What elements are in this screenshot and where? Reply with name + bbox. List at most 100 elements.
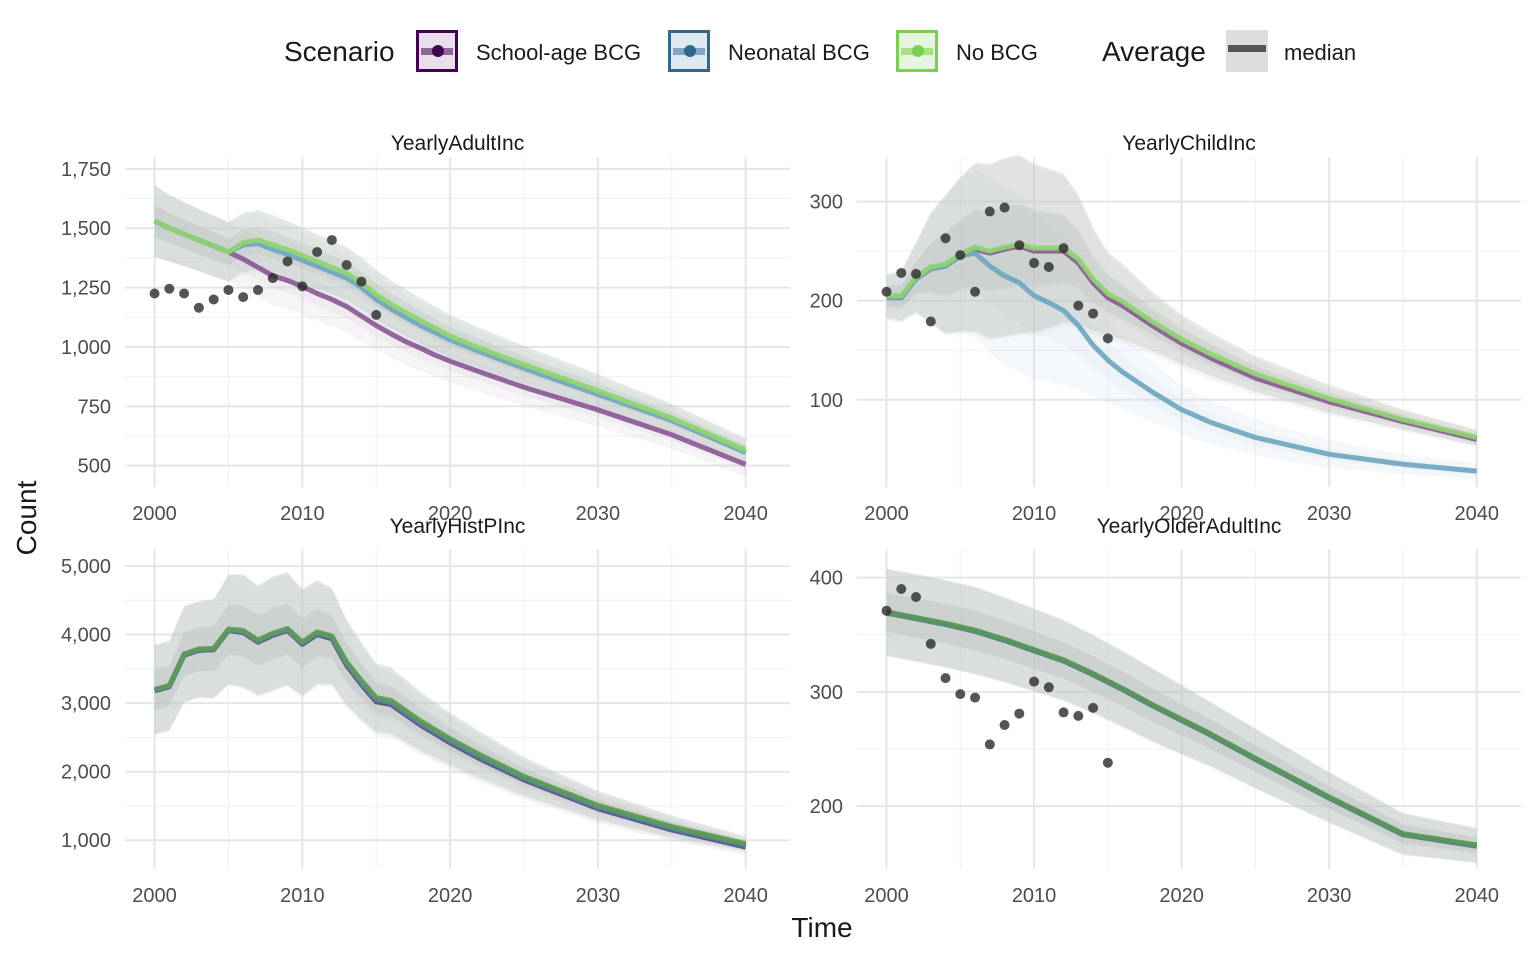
legend-label-no-bcg: No BCG bbox=[956, 40, 1038, 65]
band-neonatal-bcg bbox=[886, 593, 1477, 854]
x-tick-label: 2040 bbox=[723, 885, 768, 907]
observed-point bbox=[1102, 333, 1113, 344]
x-tick-label: 2040 bbox=[723, 503, 768, 525]
observed-point bbox=[999, 202, 1010, 213]
legend: Scenario School-age BCG Neonatal BCG No … bbox=[0, 26, 1536, 82]
observed-point bbox=[282, 256, 293, 267]
legend-label-neonatal-bcg: Neonatal BCG bbox=[728, 40, 870, 65]
observed-point bbox=[1102, 757, 1113, 768]
observed-point bbox=[1014, 240, 1025, 251]
series-line-no-bcg bbox=[153, 218, 747, 453]
observed-point bbox=[208, 294, 219, 305]
x-tick-label: 2030 bbox=[1307, 503, 1352, 525]
x-tick-label: 2000 bbox=[864, 503, 909, 525]
observed-point bbox=[312, 246, 323, 257]
y-tick-label: 1,500 bbox=[61, 218, 111, 240]
observed-point bbox=[970, 692, 981, 703]
observed-point bbox=[326, 235, 337, 246]
y-tick-label: 1,000 bbox=[61, 830, 111, 852]
observed-point bbox=[371, 309, 382, 320]
series-line-no-bcg bbox=[886, 609, 1478, 848]
legend-key-median[interactable] bbox=[1226, 30, 1268, 72]
x-tick-label: 2020 bbox=[428, 885, 473, 907]
legend-key-school-age-bcg[interactable] bbox=[416, 30, 458, 72]
observed-point bbox=[1058, 707, 1069, 718]
band-school-age-bcg bbox=[886, 569, 1477, 864]
observed-point bbox=[149, 288, 160, 299]
band-school-age-bcg bbox=[886, 157, 1477, 448]
x-tick-label: 2010 bbox=[1012, 885, 1057, 907]
legend-key-no-bcg[interactable] bbox=[896, 30, 938, 72]
series-line-no-bcg bbox=[153, 625, 747, 847]
y-tick-label: 4,000 bbox=[61, 625, 111, 647]
y-axis-label: Count bbox=[11, 480, 42, 555]
y-tick-label: 750 bbox=[78, 396, 111, 418]
observed-point bbox=[925, 316, 936, 327]
x-tick-label: 2040 bbox=[1454, 503, 1499, 525]
y-tick-label: 300 bbox=[810, 192, 843, 214]
x-tick-label: 2020 bbox=[428, 503, 473, 525]
observed-point bbox=[1029, 258, 1040, 269]
x-tick-label: 2010 bbox=[280, 885, 325, 907]
observed-point bbox=[238, 292, 249, 303]
legend-title-average: Average bbox=[1102, 36, 1206, 67]
median-band bbox=[154, 603, 746, 848]
legend-key-neonatal-bcg[interactable] bbox=[668, 30, 710, 72]
y-tick-label: 1,750 bbox=[61, 159, 111, 181]
band-neonatal-bcg bbox=[154, 604, 746, 849]
facet-title: YearlyHistPInc bbox=[390, 515, 526, 538]
observed-point bbox=[297, 281, 308, 292]
observed-point bbox=[1043, 682, 1054, 693]
y-tick-label: 2,000 bbox=[61, 762, 111, 784]
observed-point bbox=[984, 206, 995, 217]
facet-title: YearlyAdultInc bbox=[391, 132, 524, 155]
observed-point bbox=[193, 302, 204, 313]
panel-yearlychildinc: 2000 2010 2020 2030 2040 100 200 300 YearlyChild… bbox=[810, 132, 1521, 525]
observed-point bbox=[1088, 702, 1099, 713]
y-tick-label: 5,000 bbox=[61, 556, 111, 578]
observed-point bbox=[267, 273, 278, 284]
plot-area bbox=[153, 185, 747, 477]
observed-point bbox=[970, 286, 981, 297]
legend-title-scenario: Scenario bbox=[284, 36, 395, 67]
band-school-age-bcg bbox=[154, 605, 746, 851]
y-tick-label: 3,000 bbox=[61, 693, 111, 715]
median-band bbox=[886, 155, 1477, 446]
band-no-bcg bbox=[886, 568, 1477, 863]
band-neonatal-bcg bbox=[886, 215, 1477, 475]
x-tick-label: 2020 bbox=[1159, 885, 1204, 907]
observed-point bbox=[925, 638, 936, 649]
observed-point bbox=[940, 673, 951, 684]
band-no-bcg bbox=[154, 603, 746, 848]
series-line-no-bcg bbox=[886, 241, 1478, 440]
observed-point bbox=[896, 584, 907, 594]
observed-point bbox=[341, 260, 352, 271]
observed-point bbox=[1014, 708, 1025, 719]
panel-yearlyhistpinc: 2000 2010 2020 2030 2040 1,000 2,000 3,000 4,000… bbox=[61, 515, 790, 907]
y-tick-label: 200 bbox=[810, 796, 843, 818]
x-tick-label: 2000 bbox=[132, 503, 177, 525]
band-school-age-bcg bbox=[154, 185, 746, 477]
observed-point bbox=[253, 284, 263, 295]
band-no-bcg bbox=[886, 155, 1477, 446]
band-school-age-bcg bbox=[886, 593, 1477, 854]
y-tick-label: 1,250 bbox=[61, 278, 111, 300]
panel-yearlyadultinc: 2000 2010 2020 2030 2040 500 750 1,000 1,250 1,50… bbox=[61, 132, 790, 525]
observed-point bbox=[1073, 300, 1084, 311]
y-tick-label: 400 bbox=[810, 568, 843, 590]
observed-point bbox=[881, 286, 892, 297]
observed-point bbox=[1088, 308, 1099, 319]
y-tick-label: 100 bbox=[810, 390, 843, 412]
band-neonatal-bcg bbox=[886, 569, 1477, 864]
observed-point bbox=[1073, 710, 1084, 721]
observed-point bbox=[984, 739, 995, 750]
observed-point bbox=[223, 284, 234, 295]
observed-point bbox=[1043, 262, 1054, 272]
x-tick-label: 2000 bbox=[864, 885, 909, 907]
x-tick-label: 2000 bbox=[132, 885, 177, 907]
observed-point bbox=[164, 283, 175, 294]
observed-point bbox=[1058, 243, 1069, 254]
y-tick-label: 300 bbox=[810, 682, 843, 704]
observed-point bbox=[999, 720, 1010, 730]
